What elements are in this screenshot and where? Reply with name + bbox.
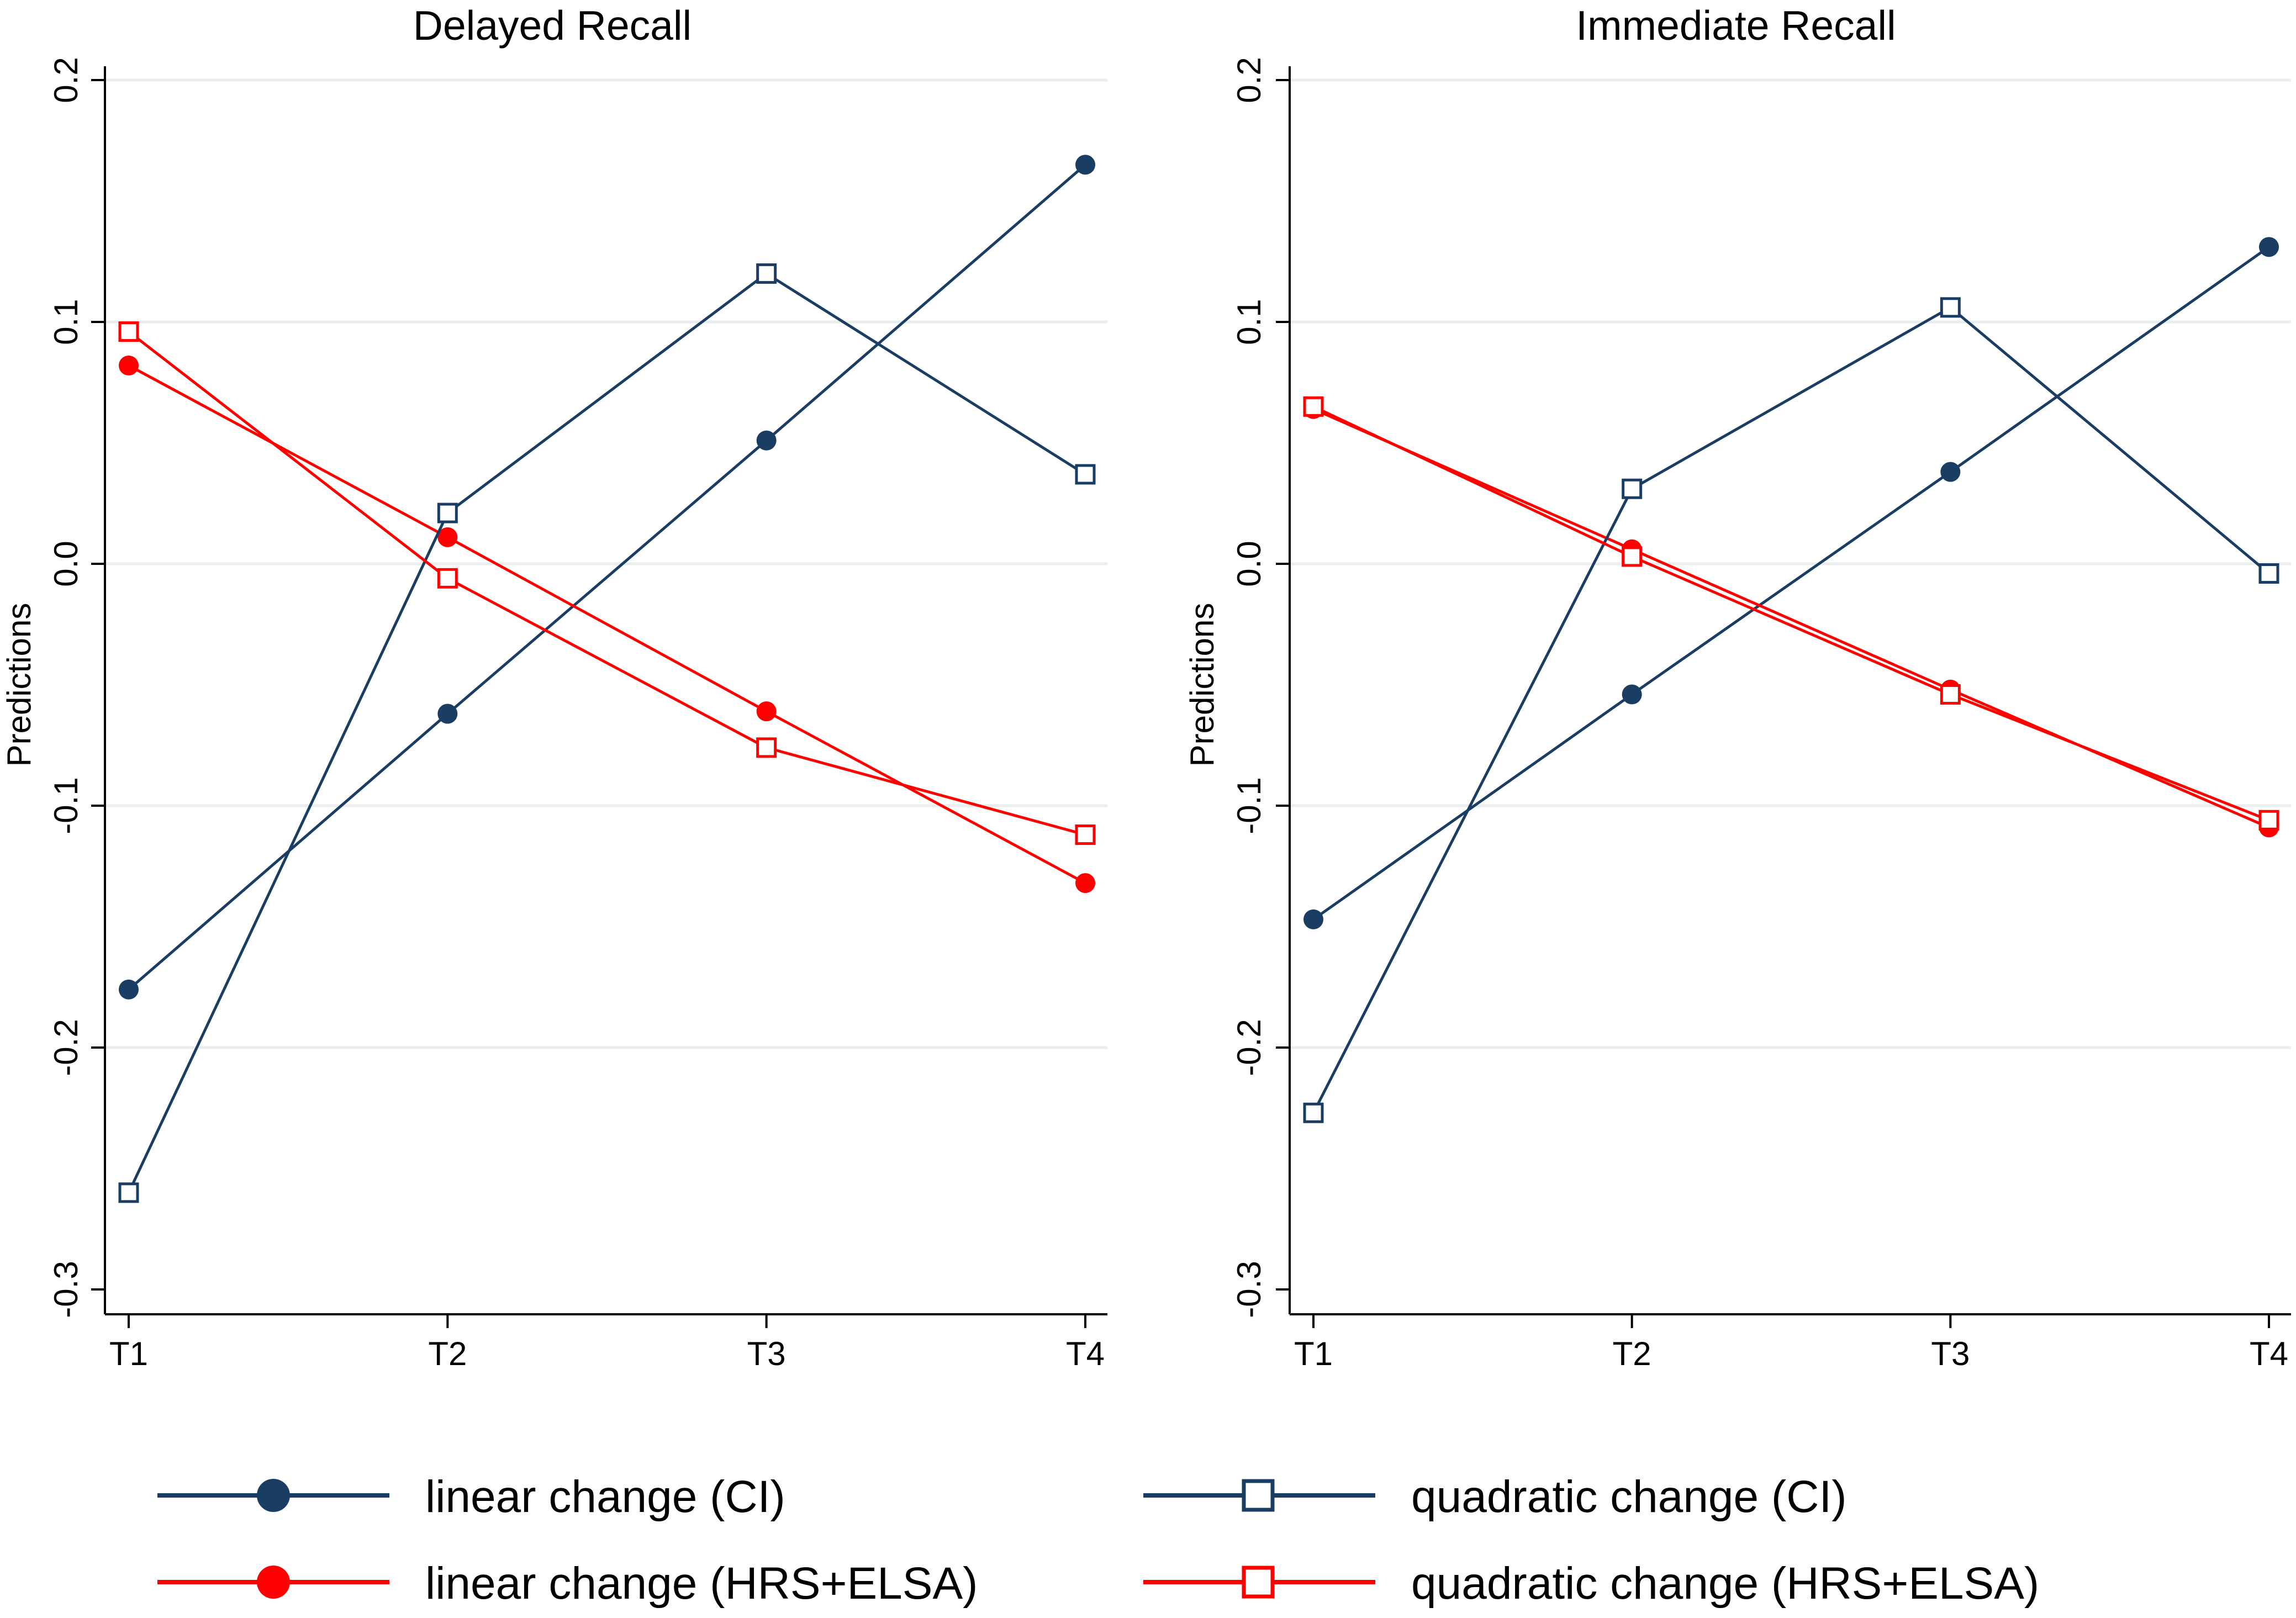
data-point-circle <box>437 527 458 547</box>
x-tick-label: T4 <box>2250 1335 2288 1372</box>
data-point-square <box>118 1182 139 1203</box>
legend: linear change (CI) quadratic change (CI)… <box>157 1472 2039 1609</box>
y-axis-label: Predictions <box>1 603 38 767</box>
y-axis-label: Predictions <box>1184 603 1221 767</box>
legend-item-quadratic-ci: quadratic change (CI) <box>1143 1472 1847 1522</box>
data-point-square <box>756 263 777 284</box>
series-line <box>128 364 1086 885</box>
y-tick-label: 0.2 <box>1231 57 1268 103</box>
immediate-recall-panel: Immediate Recall Predictions -0.3 -0.2 -0.… <box>1184 2 2291 1372</box>
y-tick-label: -0.2 <box>1231 1019 1268 1076</box>
x-tick-label: T1 <box>109 1335 148 1372</box>
legend-item-linear-ci: linear change (CI) <box>157 1472 785 1522</box>
data-point-circle <box>1075 873 1095 893</box>
y-tick-label: 0.0 <box>47 541 85 586</box>
data-point-square <box>756 737 777 758</box>
data-point-circle <box>119 979 139 1000</box>
data-point-circle <box>756 430 777 451</box>
y-tick-label: -0.2 <box>47 1019 85 1076</box>
legend-hollow-square-marker <box>1242 1566 1275 1599</box>
y-tick-label: 0.1 <box>47 299 85 345</box>
delayed-recall-panel: Delayed Recall Predictions -0.3 -0.2 -0.1 0… <box>1 2 1107 1372</box>
panel-title: Immediate Recall <box>1576 2 1896 49</box>
legend-item-linear-hrs-elsa: linear change (HRS+ELSA) <box>157 1558 978 1609</box>
legend-label: linear change (CI) <box>425 1472 785 1522</box>
data-point-circle <box>119 355 139 376</box>
series-line <box>128 330 1086 836</box>
data-point-square <box>1622 478 1643 499</box>
data-point-circle <box>2259 237 2279 257</box>
data-point-square <box>1075 824 1096 845</box>
x-tick-label: T2 <box>428 1335 467 1372</box>
data-point-circle <box>1303 909 1323 929</box>
data-point-circle <box>756 701 777 722</box>
y-tick-label: 0.0 <box>1231 541 1268 586</box>
data-point-square <box>1303 396 1324 417</box>
y-tick-label: -0.3 <box>47 1261 85 1318</box>
legend-hollow-square-marker <box>1242 1479 1275 1512</box>
data-point-circle <box>1075 155 1095 175</box>
y-tick-label: 0.1 <box>1231 299 1268 345</box>
y-tick-label: -0.1 <box>47 777 85 834</box>
legend-label: quadratic change (HRS+ELSA) <box>1411 1558 2039 1609</box>
panel-title: Delayed Recall <box>413 2 692 49</box>
data-point-square <box>118 321 139 342</box>
data-point-square <box>437 503 458 524</box>
data-point-circle <box>437 704 458 724</box>
series-line <box>1312 246 2270 921</box>
data-point-square <box>2258 563 2279 584</box>
data-point-square <box>1075 464 1096 485</box>
legend-label: linear change (HRS+ELSA) <box>425 1558 978 1609</box>
data-point-square <box>1622 546 1643 567</box>
legend-filled-circle-marker <box>257 1566 290 1599</box>
series-line <box>1312 405 2269 822</box>
legend-item-quadratic-hrs-elsa: quadratic change (HRS+ELSA) <box>1143 1558 2039 1609</box>
data-point-square <box>2258 810 2279 831</box>
y-tick-label: -0.1 <box>1231 777 1268 834</box>
x-tick-label: T2 <box>1613 1335 1651 1372</box>
series-line <box>127 272 1086 1193</box>
x-tick-label: T4 <box>1066 1335 1105 1372</box>
data-point-square <box>1940 297 1961 318</box>
data-point-circle <box>1940 462 1961 482</box>
legend-label: quadratic change (CI) <box>1411 1472 1847 1522</box>
y-tick-label: -0.3 <box>1231 1261 1268 1318</box>
series-line <box>1312 305 2270 1114</box>
x-tick-label: T1 <box>1294 1335 1333 1372</box>
x-tick-label: T3 <box>1931 1335 1970 1372</box>
legend-filled-circle-marker <box>257 1479 290 1512</box>
data-point-square <box>1940 684 1961 705</box>
data-point-circle <box>1622 684 1642 705</box>
data-point-square <box>437 568 458 589</box>
data-point-square <box>1303 1102 1324 1123</box>
x-tick-label: T3 <box>747 1335 786 1372</box>
y-tick-label: 0.2 <box>47 57 85 103</box>
